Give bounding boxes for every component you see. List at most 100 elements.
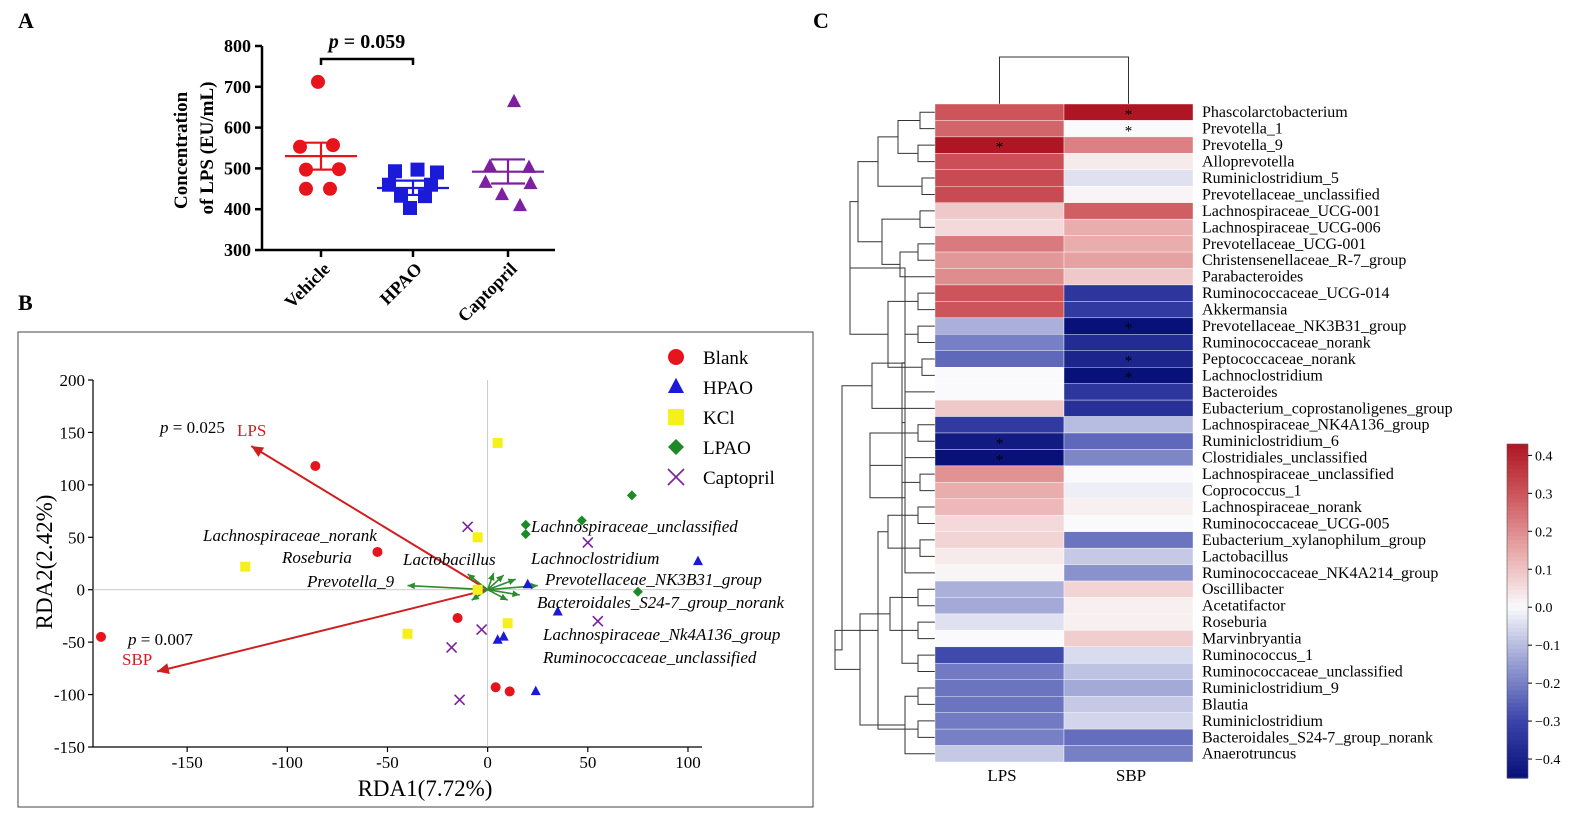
panel-b-env-labels: p = 0.025 LPS p = 0.007 SBP [122,418,266,669]
panel-b-point [520,519,531,530]
heatmap-cell [934,515,1065,532]
panel-b-x-tick-label: -150 [172,753,203,772]
panel-b-point [372,546,383,557]
heatmap-cell [1063,268,1194,286]
colorbar-segment [1507,602,1528,608]
colorbar-segment [1507,606,1528,612]
colorbar-segment [1507,740,1528,746]
panel-b-species-arrow-head [512,590,520,598]
heatmap-cell [1063,153,1194,171]
heatmap-row-label: Oscillibacter [1202,581,1284,598]
env-lps-p-symbol: p [159,418,169,437]
panel-b-env-arrow [156,588,488,673]
colorbar-segment [1507,648,1528,654]
heatmap-cell [934,696,1065,713]
colorbar-segment [1507,523,1528,529]
panel-b-point [490,682,501,693]
colorbar-segment [1507,452,1528,458]
heatmap-cell [934,679,1065,697]
colorbar-segment [1507,727,1528,733]
colorbar-segment [1507,619,1528,625]
heatmap-cell [934,334,1065,351]
heatmap-cell [934,153,1065,171]
panel-b-env-arrow-head [157,663,170,675]
panel-c-cells: ******** [934,103,1194,763]
colorbar-segment [1507,514,1528,520]
heatmap-cell [934,482,1065,500]
panel-b-y-tick-label: 200 [60,371,86,390]
heatmap-cell [1063,186,1194,203]
panel-a-point [299,162,313,177]
dendrogram-branch [921,177,935,195]
panel-b-point [240,561,251,572]
heatmap-cell [934,630,1065,648]
panel-b-species-arrow-head [496,575,504,583]
panel-b-point [522,578,533,589]
colorbar-segment [1507,598,1528,604]
panel-b-legend-marker [668,409,684,425]
dendrogram-branch [917,325,935,344]
heatmap-cell [934,218,1065,236]
colorbar-tick-label: 0.0 [1535,601,1553,616]
panel-c-colorbar: 0.4 0.3 0.2 0.1 0.0 −0.1 −0.2 −0.3 −0.4 [1506,443,1560,779]
heatmap-cell [1063,202,1194,220]
heatmap-row-label: Acetatifactor [1202,598,1286,615]
heatmap-significance-star: * [1125,370,1133,386]
panel-b-y-tick-label: 150 [60,423,86,442]
heatmap-cell [1063,449,1194,467]
panel-a-points [285,74,544,215]
panel-b-legend: Blank HPAO KCl LPAO Captopril [667,348,775,489]
env-sbp-label: SBP [122,650,152,669]
colorbar-segment [1507,669,1528,675]
dendrogram-branch [919,210,935,228]
heatmap-row-label: Blautia [1202,696,1248,713]
colorbar-segment [1507,673,1528,679]
species-label: Roseburia [281,548,352,567]
heatmap-row-label: Prevotellaceae_NK3B31_group [1202,318,1406,335]
species-label: Lachnoclostridium [530,549,659,568]
panel-b-point [498,631,509,641]
colorbar-segment [1507,489,1528,495]
colorbar-frame [1506,443,1529,779]
dendrogram-branch [871,362,935,409]
colorbar-segment [1507,590,1528,595]
panel-c-column-labels: LPS SBP [987,766,1146,785]
colorbar-segment [1507,615,1528,620]
heatmap-cell [1063,383,1194,401]
panel-b-species-arrow-head [507,578,516,585]
heatmap-row-label: Ruminococcaceae_unclassified [1202,663,1403,680]
panel-b-env-arrow-head [251,446,265,457]
colorbar-segment [1507,611,1528,616]
colorbar-segment [1507,623,1528,629]
heatmap-significance-star: * [1125,123,1133,139]
heatmap-cell [1063,679,1194,697]
colorbar-segment [1507,707,1528,712]
panel-b-point [402,628,413,639]
panel-a-point [299,181,313,196]
colorbar-segment [1507,627,1528,633]
colorbar-segment [1507,665,1528,671]
colorbar-segment [1507,556,1528,562]
heatmap-significance-star: * [996,452,1004,468]
panel-b-legend-label: KCl [703,408,735,429]
heatmap-cell [1063,712,1194,730]
dendrogram-branch [877,136,922,187]
dendrogram-branch [917,687,935,705]
heatmap-cell [1063,416,1194,434]
heatmap-row-label: Ruminococcaceae_UCG-005 [1202,515,1389,532]
heatmap-cell [934,498,1065,516]
heatmap-cell [1063,728,1194,746]
panel-b-point [626,490,637,501]
env-sbp-p-symbol: p [127,630,137,649]
colorbar-segment [1507,652,1528,658]
panel-b-x-tick-label: 100 [675,753,701,772]
panel-a-ylabel-line1: Concentration [171,91,192,209]
heatmap-cell [934,564,1065,582]
env-lps-p-value: p = 0.025 [159,418,225,437]
species-label: Lachnospiraceae_Nk4A136_group [542,625,780,644]
dendrogram-branch [919,111,935,130]
panel-a-point [403,200,417,215]
panel-a-point [424,177,438,192]
heatmap-row-label: Bacteroidales_S24-7_group_norank [1202,729,1433,746]
colorbar-segment [1507,506,1528,512]
